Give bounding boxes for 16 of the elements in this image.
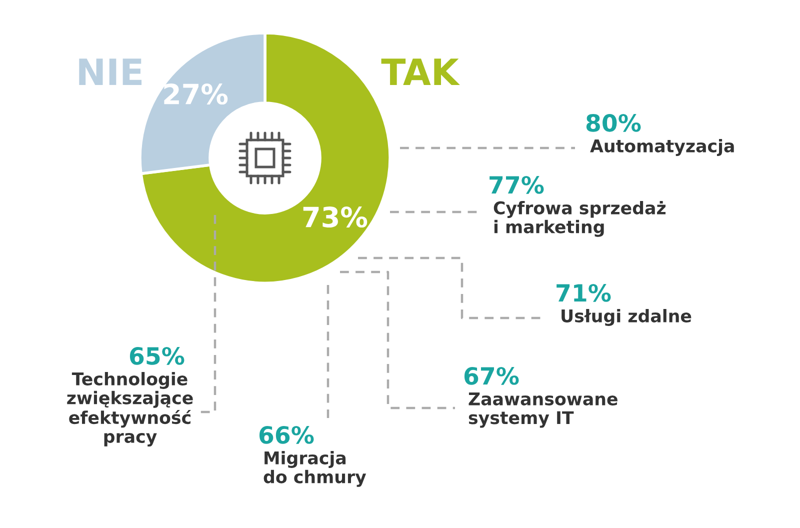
text: 67% [464,366,519,385]
text: 77% [490,176,544,194]
data-label: 27% [164,84,228,105]
text: Technologie zwiększające efektywność pracy [67,372,193,446]
slice-label: TAK [381,58,460,85]
text: 65% [130,346,184,365]
text: 71% [556,284,611,302]
text: 80% [586,114,641,132]
text: 66% [259,426,314,444]
slice-label: NIE [79,58,142,85]
text: Zaawansowane systemy IT [468,392,618,428]
text: Migracja do chmury [264,451,366,487]
text: Cyfrowa sprzedaż i marketing [494,201,666,237]
text: Usługi zdalne [562,309,692,326]
data-label: 73% [303,206,368,228]
text: Automatyzacja [590,139,734,156]
